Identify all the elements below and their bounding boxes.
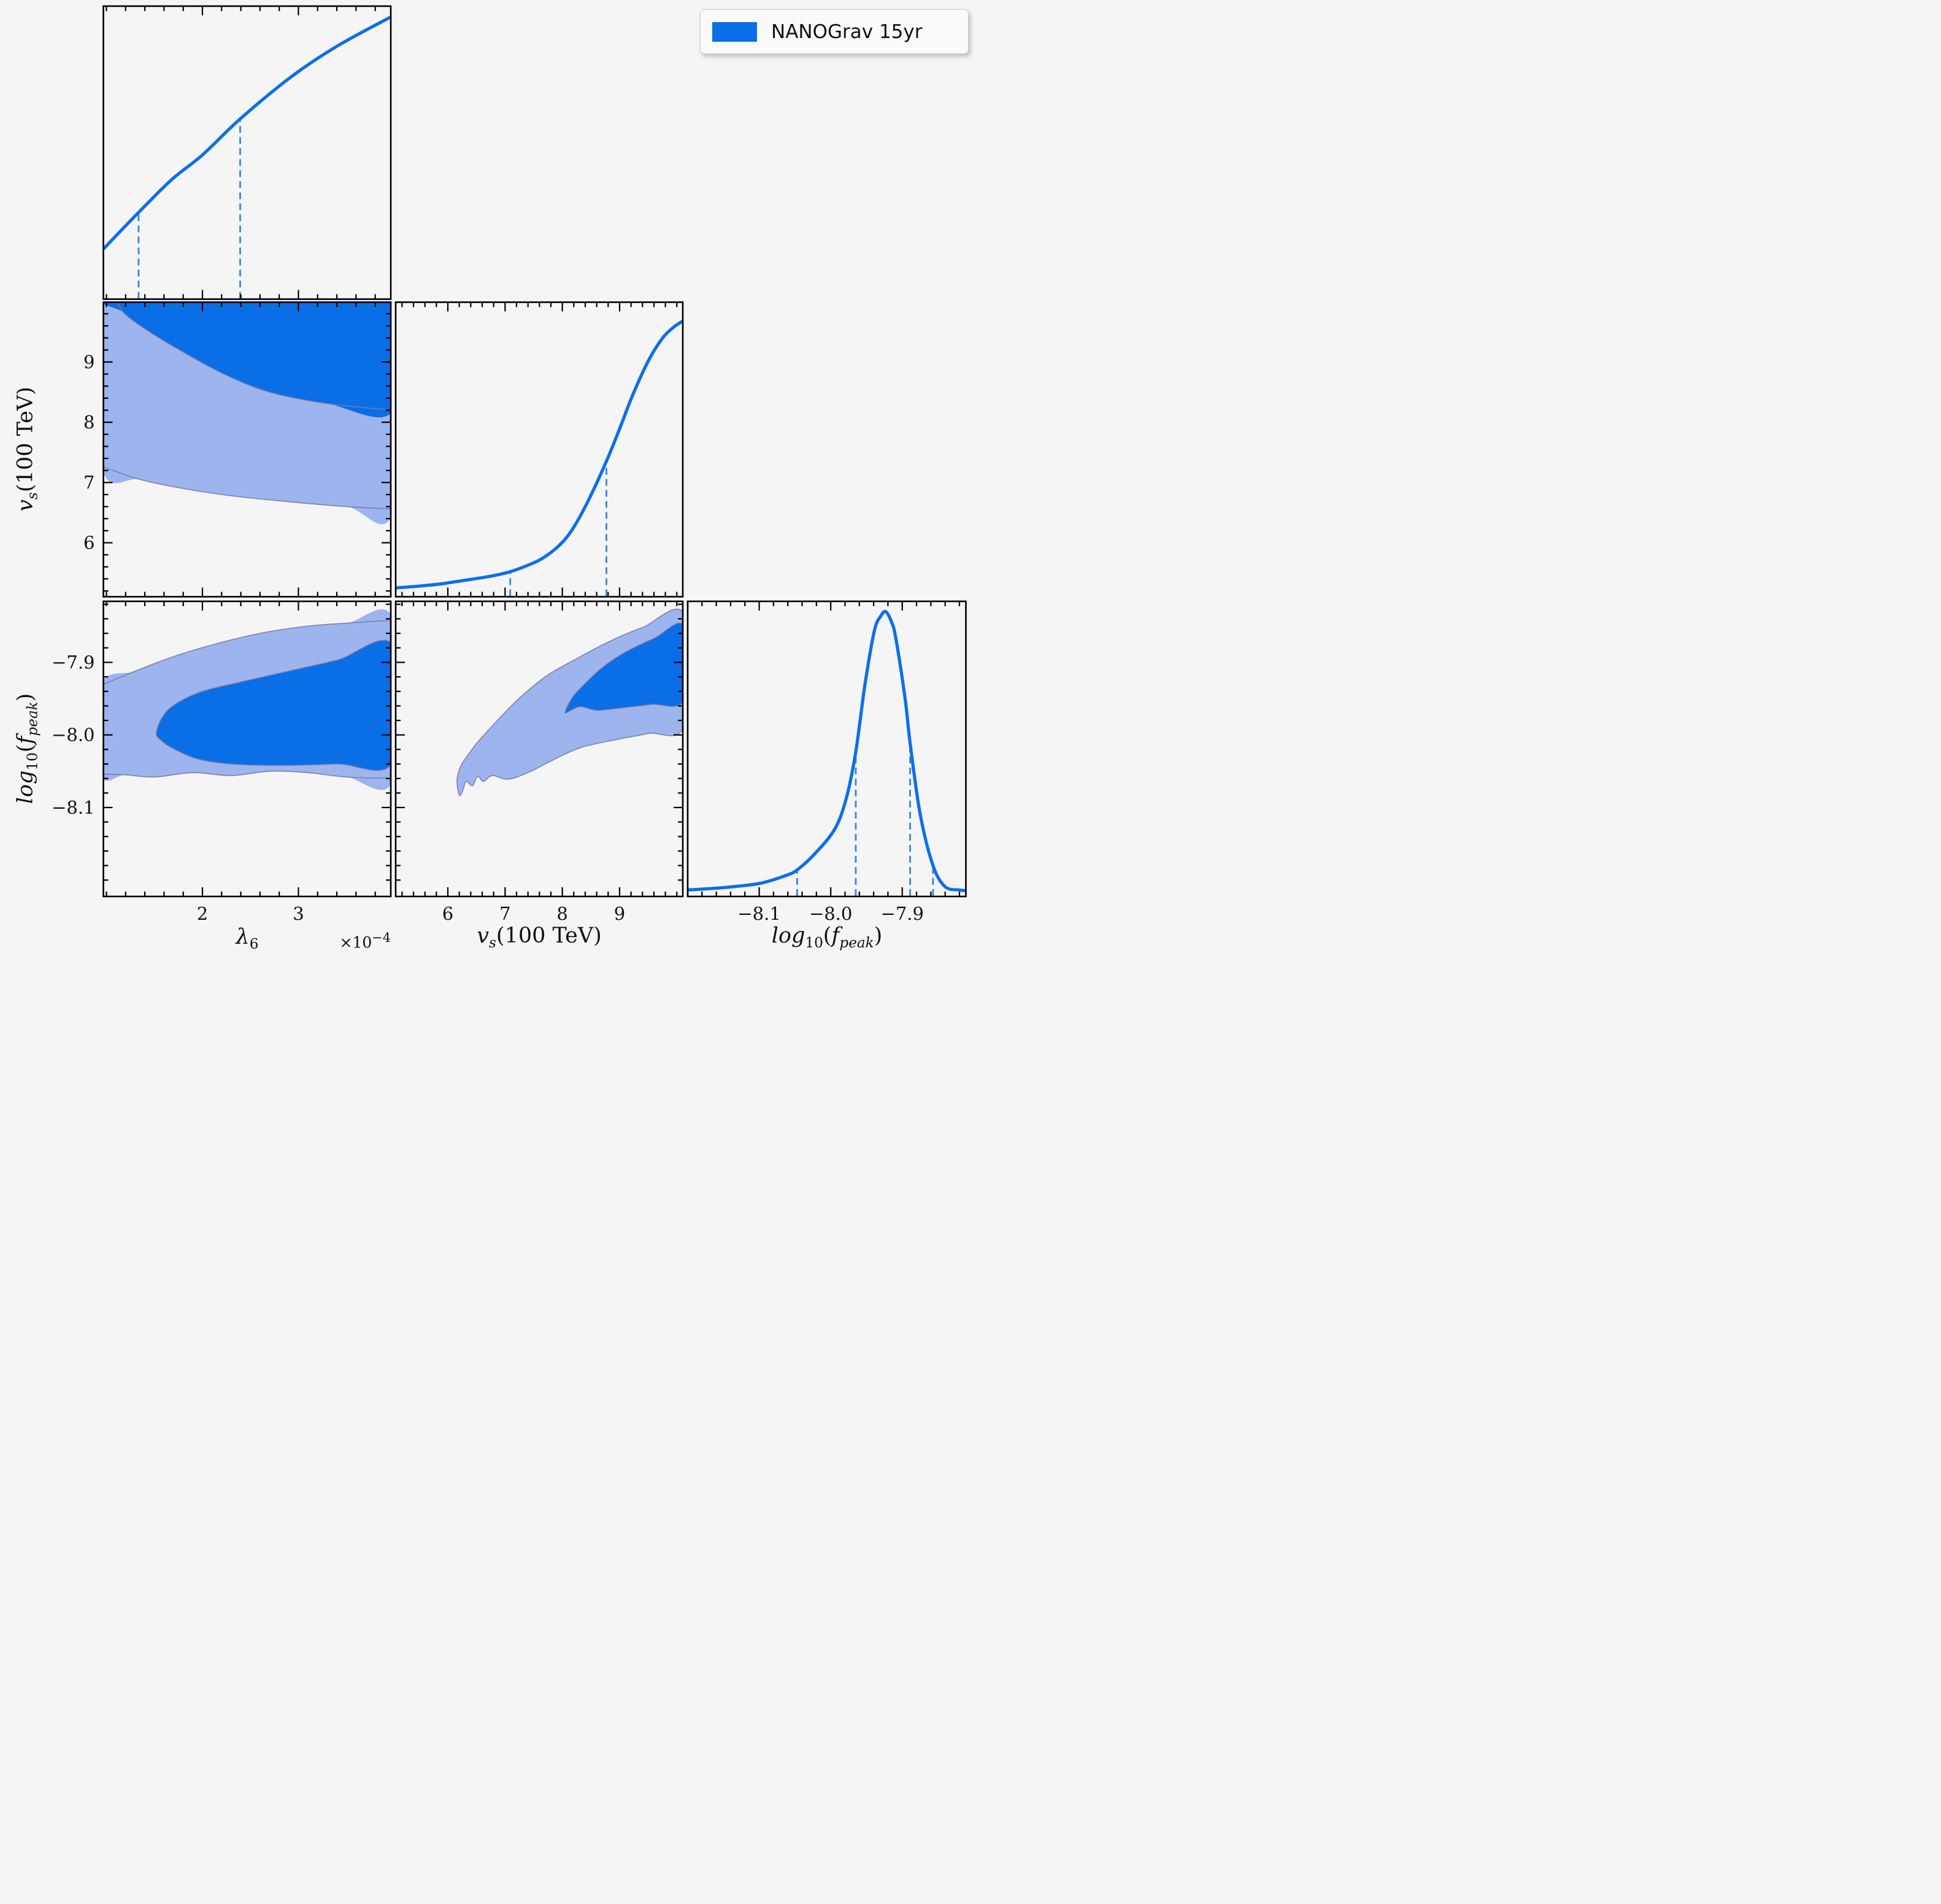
x-tick-label: 8 <box>556 903 567 924</box>
contour-68-region <box>565 623 683 714</box>
x-axis-title-vs: vs(100 TeV) <box>477 923 602 951</box>
panel-frame <box>686 600 967 898</box>
y-tick-label: 7 <box>83 472 94 493</box>
lambda-symbol: λ <box>236 925 250 949</box>
panel-vs-vs-lambda6 <box>102 301 392 598</box>
x-tick-label: 6 <box>442 903 453 924</box>
x-axis-offset-lambda6: ×10−4 <box>339 930 391 952</box>
panel-fpeak-vs-lambda6 <box>102 600 392 898</box>
contour-95-edge <box>103 466 391 510</box>
posterior-density-curve <box>102 15 391 251</box>
x-tick-label: 9 <box>614 903 625 924</box>
contour-68-region <box>156 640 391 771</box>
contour-68-edge <box>117 302 391 410</box>
tick-labels: 2 3 6 7 8 9 −8.1 −8.0 −7.9 6 7 8 9 −8.1 −8.0 −7.9 <box>52 352 924 924</box>
y-tick-label: −8.1 <box>52 797 94 818</box>
posterior-density-curve <box>687 609 967 892</box>
x-tick-label: −7.9 <box>881 903 924 924</box>
legend-label: NANOGrav 15yr <box>771 20 923 43</box>
contour-95-edge <box>456 608 683 796</box>
panel-vs-marginal <box>394 301 684 598</box>
y-axis-title-fpeak: log10(fpeak) <box>13 693 41 804</box>
panel-frame <box>394 600 684 898</box>
panel-frame <box>102 600 392 898</box>
panel-fpeak-vs-vs <box>394 600 684 898</box>
contour-95-edge <box>103 620 391 685</box>
contour-68-edge <box>156 639 391 771</box>
panel-frame <box>102 301 392 598</box>
y-tick-label: −7.9 <box>52 652 94 673</box>
y-axis-title-vs: vs(100 TeV) <box>13 387 41 512</box>
panel-frame <box>102 5 392 300</box>
x-tick-label: −8.1 <box>737 903 780 924</box>
panel-frame <box>394 301 684 598</box>
panel-lambda6-marginal <box>102 5 392 300</box>
contour-95-edge <box>103 770 391 779</box>
x-tick-label: 7 <box>499 903 510 924</box>
posterior-density-curve <box>395 319 683 590</box>
x-axis-title-fpeak: log10(fpeak) <box>771 923 883 951</box>
y-tick-label: −8.0 <box>52 725 94 746</box>
x-tick-label: 3 <box>293 903 304 924</box>
x-tick-label: 2 <box>197 903 208 924</box>
y-tick-label: 6 <box>83 533 94 553</box>
corner-plot-figure: { "figure": {"width": 1582, "height": 15… <box>0 0 970 952</box>
corner-plot-canvas: 2 3 6 7 8 9 −8.1 −8.0 −7.9 6 7 8 9 −8.1 −8.0 −7.9 <box>52 5 967 924</box>
contour-68-edge <box>564 622 683 714</box>
x-axis-title-lambda6: λ6 <box>236 925 259 952</box>
y-tick-label: 9 <box>83 352 94 372</box>
legend: NANOGrav 15yr <box>700 9 969 54</box>
contour-68-region <box>103 302 391 417</box>
legend-swatch-nanograv <box>712 21 757 42</box>
y-tick-label: 8 <box>83 412 94 433</box>
lambda-subscript: 6 <box>249 936 259 952</box>
panel-fpeak-marginal <box>686 600 967 898</box>
x-tick-label: −8.0 <box>809 903 852 924</box>
